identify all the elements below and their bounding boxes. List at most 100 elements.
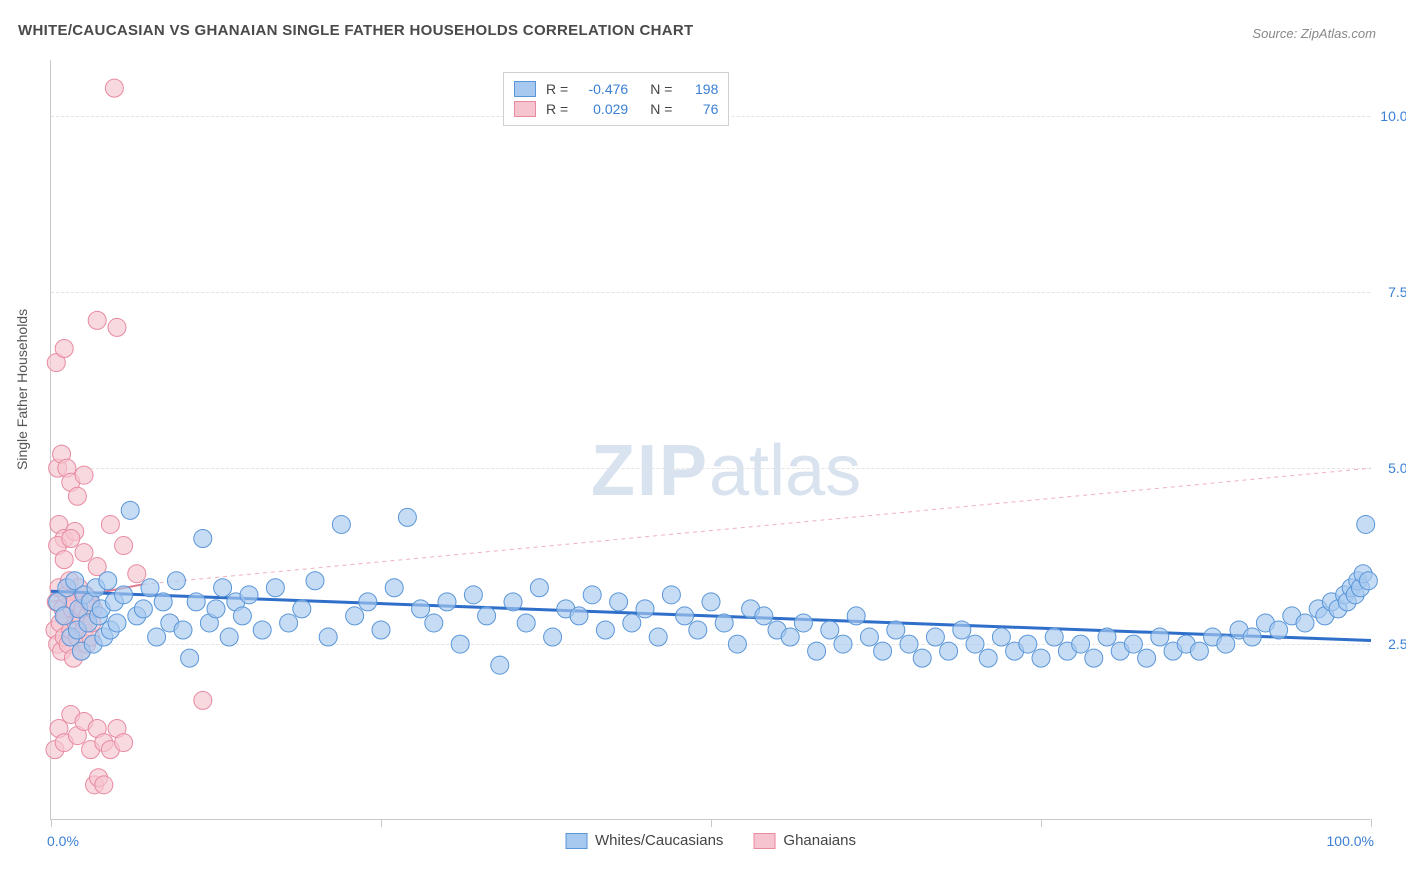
y-tick-label: 7.5% [1388,284,1406,300]
n-value-0: 198 [682,81,718,97]
data-point [1045,628,1063,646]
data-point [979,649,997,667]
x-tick [1371,819,1372,827]
n-label: N = [650,101,672,117]
data-point [398,508,416,526]
data-point [1019,635,1037,653]
data-point [214,579,232,597]
data-point [293,600,311,618]
source-label: Source: [1252,26,1297,41]
data-point [451,635,469,653]
data-point [940,642,958,660]
data-point [504,593,522,611]
data-point [596,621,614,639]
data-point [847,607,865,625]
data-point [233,607,251,625]
data-point [55,551,73,569]
r-value-1: 0.029 [578,101,628,117]
legend-swatch-series-0 [565,833,587,849]
data-point [544,628,562,646]
legend-label-1: Ghanaians [783,832,856,849]
y-axis-label: Single Father Households [14,309,30,470]
data-point [332,515,350,533]
data-point [115,586,133,604]
r-value-0: -0.476 [578,81,628,97]
trendline-extrapolated [143,468,1371,584]
data-point [1296,614,1314,632]
data-point [88,311,106,329]
data-point [148,628,166,646]
data-point [425,614,443,632]
x-tick [1041,819,1042,827]
data-point [478,607,496,625]
legend-row-1: R = 0.029 N = 76 [514,99,718,119]
data-point [412,600,430,618]
x-range-end: 100.0% [1327,833,1374,849]
data-point [623,614,641,632]
data-point [715,614,733,632]
data-point [1151,628,1169,646]
x-tick [711,819,712,827]
legend-swatch-0 [514,81,536,97]
source-link[interactable]: ZipAtlas.com [1301,26,1376,41]
data-point [1243,628,1261,646]
data-point [385,579,403,597]
data-point [75,466,93,484]
data-point [1124,635,1142,653]
data-point [306,572,324,590]
data-point [359,593,377,611]
legend-item-1: Ghanaians [753,832,856,849]
data-point [115,537,133,555]
data-point [794,614,812,632]
x-range-start: 0.0% [47,833,79,849]
data-point [194,691,212,709]
data-point [913,649,931,667]
data-point [187,593,205,611]
data-point [372,621,390,639]
data-point [438,593,456,611]
data-point [610,593,628,611]
data-point [55,340,73,358]
data-point [115,734,133,752]
data-point [992,628,1010,646]
legend-swatch-1 [514,101,536,117]
source-attribution: Source: ZipAtlas.com [1252,26,1376,41]
data-point [346,607,364,625]
chart-container: Single Father Households ZIPatlas 2.5%5.… [0,50,1406,870]
data-point [319,628,337,646]
data-point [68,487,86,505]
data-point [1085,649,1103,667]
data-point [266,579,284,597]
data-point [464,586,482,604]
data-point [887,621,905,639]
chart-title: WHITE/CAUCASIAN VS GHANAIAN SINGLE FATHE… [18,22,693,39]
data-point [689,621,707,639]
data-point [953,621,971,639]
data-point [874,642,892,660]
data-point [75,544,93,562]
data-point [108,614,126,632]
data-point [105,79,123,97]
data-point [220,628,238,646]
data-point [900,635,918,653]
data-point [1072,635,1090,653]
data-point [207,600,225,618]
data-point [702,593,720,611]
data-point [253,621,271,639]
y-tick-label: 2.5% [1388,636,1406,652]
data-point [860,628,878,646]
data-point [99,572,117,590]
data-point [821,621,839,639]
data-point [966,635,984,653]
correlation-legend: R = -0.476 N = 198 R = 0.029 N = 76 [503,72,729,126]
data-point [1357,515,1375,533]
data-point [101,515,119,533]
data-point [108,318,126,336]
data-point [530,579,548,597]
legend-row-0: R = -0.476 N = 198 [514,79,718,99]
scatter-svg [51,60,1370,819]
data-point [134,600,152,618]
r-label: R = [546,101,568,117]
y-tick-label: 10.0% [1380,108,1406,124]
data-point [1359,572,1377,590]
